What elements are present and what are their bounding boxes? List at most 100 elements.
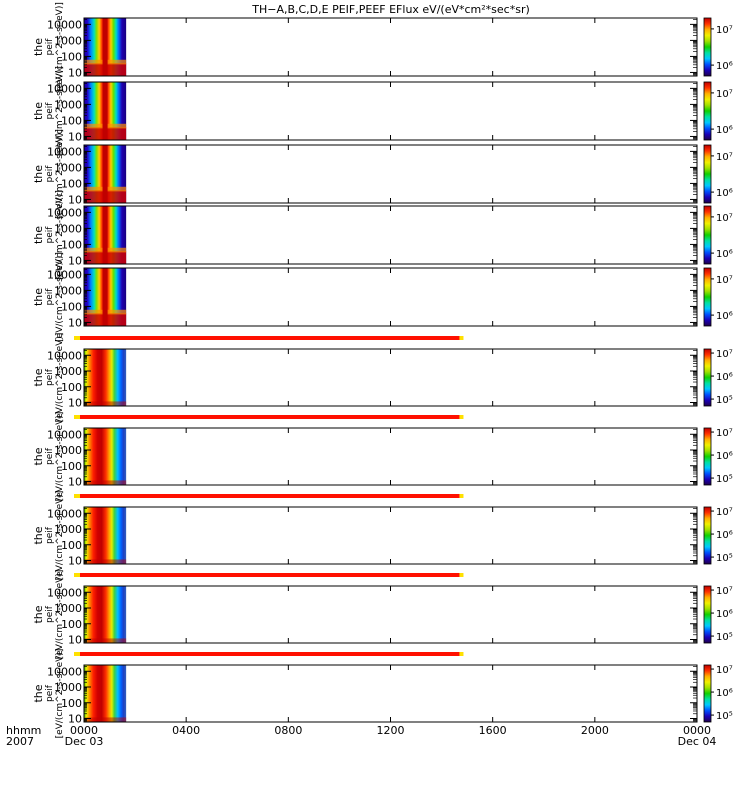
ylabel-product: peif [45, 38, 55, 56]
energy-tick-label: 1000 [54, 222, 82, 235]
ylabel-unit: [eV/(cm^2-s-sr-eV)] [55, 412, 65, 502]
spectrogram-core [102, 206, 108, 264]
panel-ylabel: the peif [eV/(cm^2-s-sr-eV)] [32, 649, 65, 739]
colorbar-scale [703, 17, 712, 77]
ylabel-instrument: the [32, 447, 45, 465]
ylabel-unit: [eV/(cm^2-s-sr-eV)] [55, 491, 65, 581]
spectrogram-lowenergy-band [84, 480, 127, 485]
time-tick-date: Dec 04 [678, 735, 717, 748]
colorbar: 10⁷ 10⁶ 10⁵ [703, 506, 733, 565]
colorbar-scale [703, 506, 712, 565]
energy-tick-label: 10000 [47, 145, 82, 158]
energy-tick-label: 10 [68, 254, 82, 267]
energy-tick-label: 1000 [54, 34, 82, 47]
ylabel-unit: [eV/(cm^2-s-sr-eV)] [55, 129, 65, 219]
quality-flag-end [459, 415, 464, 419]
quality-flag-start [74, 573, 80, 577]
colorbar-tick-label: 10⁶ [716, 451, 733, 462]
time-tick-label: 0000 [70, 724, 98, 737]
colorbar: 10⁷ 10⁶ [703, 267, 733, 327]
quality-flag-bar [80, 336, 460, 340]
colorbar-tick-label: 10⁶ [716, 372, 733, 383]
spectrogram-core [102, 268, 108, 326]
colorbar-tick-label: 10⁶ [716, 188, 733, 199]
colorbar-scale [703, 664, 712, 723]
colorbar: 10⁷ 10⁶ 10⁵ [703, 427, 733, 486]
panel-frame [83, 144, 698, 204]
colorbar-tick-label: 10⁷ [716, 507, 733, 518]
colorbar-scale [703, 81, 712, 141]
panel-frame [83, 17, 698, 77]
ylabel-product: peif [45, 226, 55, 244]
ylabel-unit: [eV/(cm^2-s-sr-eV)] [55, 333, 65, 423]
colorbar: 10⁷ 10⁶ 10⁵ [703, 348, 733, 407]
spectrogram-core [102, 145, 108, 203]
energy-tick-label: 10000 [47, 206, 82, 219]
energy-tick-label: 100 [61, 539, 82, 552]
energy-tick-label: 1000 [54, 161, 82, 174]
colorbar: 10⁷ 10⁶ [703, 205, 733, 265]
ylabel-instrument: the [32, 226, 45, 244]
ylabel-instrument: the [32, 368, 45, 386]
colorbar-scale [703, 585, 712, 644]
spectrogram-fill [84, 665, 127, 722]
energy-tick-label: 1000 [54, 523, 82, 536]
spectrogram-fill [84, 428, 127, 485]
panel-ylabel: the peif [eV/(cm^2-s-sr-eV)] [32, 129, 65, 219]
spectrogram-lowenergy-band [84, 717, 127, 722]
panel-ylabel: the peif [eV/(cm^2-s-sr-eV)] [32, 570, 65, 660]
colorbar-scale [703, 205, 712, 265]
panel-frame [83, 81, 698, 141]
panel-ylabel: the peif [eV/(cm^2-s-sr-eV)] [32, 66, 65, 156]
quality-flag-end [459, 573, 464, 577]
energy-tick-label: 100 [61, 177, 82, 190]
colorbar-tick-label: 10⁵ [716, 632, 733, 643]
colorbar-tick-label: 10⁵ [716, 711, 733, 722]
spectrogram-fill [84, 507, 127, 564]
energy-tick-label: 100 [61, 238, 82, 251]
quality-flag-start [74, 494, 80, 498]
energy-tick-label: 1000 [54, 681, 82, 694]
ylabel-product: peif [45, 368, 55, 386]
ylabel-unit: [eV/(cm^2-s-sr-eV)] [55, 190, 65, 280]
ylabel-product: peif [45, 288, 55, 306]
quality-flag-start [74, 415, 80, 419]
ylabel-unit: [eV/(cm^2-s-sr-eV)] [55, 2, 65, 92]
energy-tick-label: 10 [68, 476, 82, 489]
energy-tick-label: 10000 [47, 18, 82, 31]
time-tick-label: 1200 [377, 724, 405, 737]
quality-flag-start [74, 336, 80, 340]
colorbar-tick-label: 10⁷ [716, 213, 733, 224]
energy-tick-label: 10 [68, 130, 82, 143]
quality-flag-end [459, 336, 464, 340]
panel-frame [83, 267, 698, 327]
colorbar-tick-label: 10⁷ [716, 665, 733, 676]
energy-tick-label: 10000 [47, 268, 82, 281]
colorbar-tick-label: 10⁵ [716, 395, 733, 406]
colorbar: 10⁷ 10⁶ 10⁵ [703, 664, 733, 723]
time-tick-label: 1600 [479, 724, 507, 737]
panel-frame [83, 427, 698, 486]
energy-tick-label: 100 [61, 114, 82, 127]
spectrogram-core [102, 18, 108, 76]
ylabel-unit: [eV/(cm^2-s-sr-eV)] [55, 649, 65, 739]
energy-tick-label: 10 [68, 555, 82, 568]
panel-4: 10000 1000 100 10 the peif [eV/(cm^2-s-sr-eV)]… [32, 190, 733, 280]
energy-tick-label: 100 [61, 381, 82, 394]
colorbar-tick-label: 10⁷ [716, 349, 733, 360]
ylabel-instrument: the [32, 165, 45, 183]
colorbar-tick-label: 10⁷ [716, 152, 733, 163]
colorbar-scale [703, 427, 712, 486]
energy-tick-label: 10000 [47, 349, 82, 362]
spectrogram-lowenergy-band [84, 638, 127, 643]
panel-frame [83, 205, 698, 265]
ylabel-unit: [eV/(cm^2-s-sr-eV)] [55, 66, 65, 156]
colorbar-tick-label: 10⁷ [716, 586, 733, 597]
